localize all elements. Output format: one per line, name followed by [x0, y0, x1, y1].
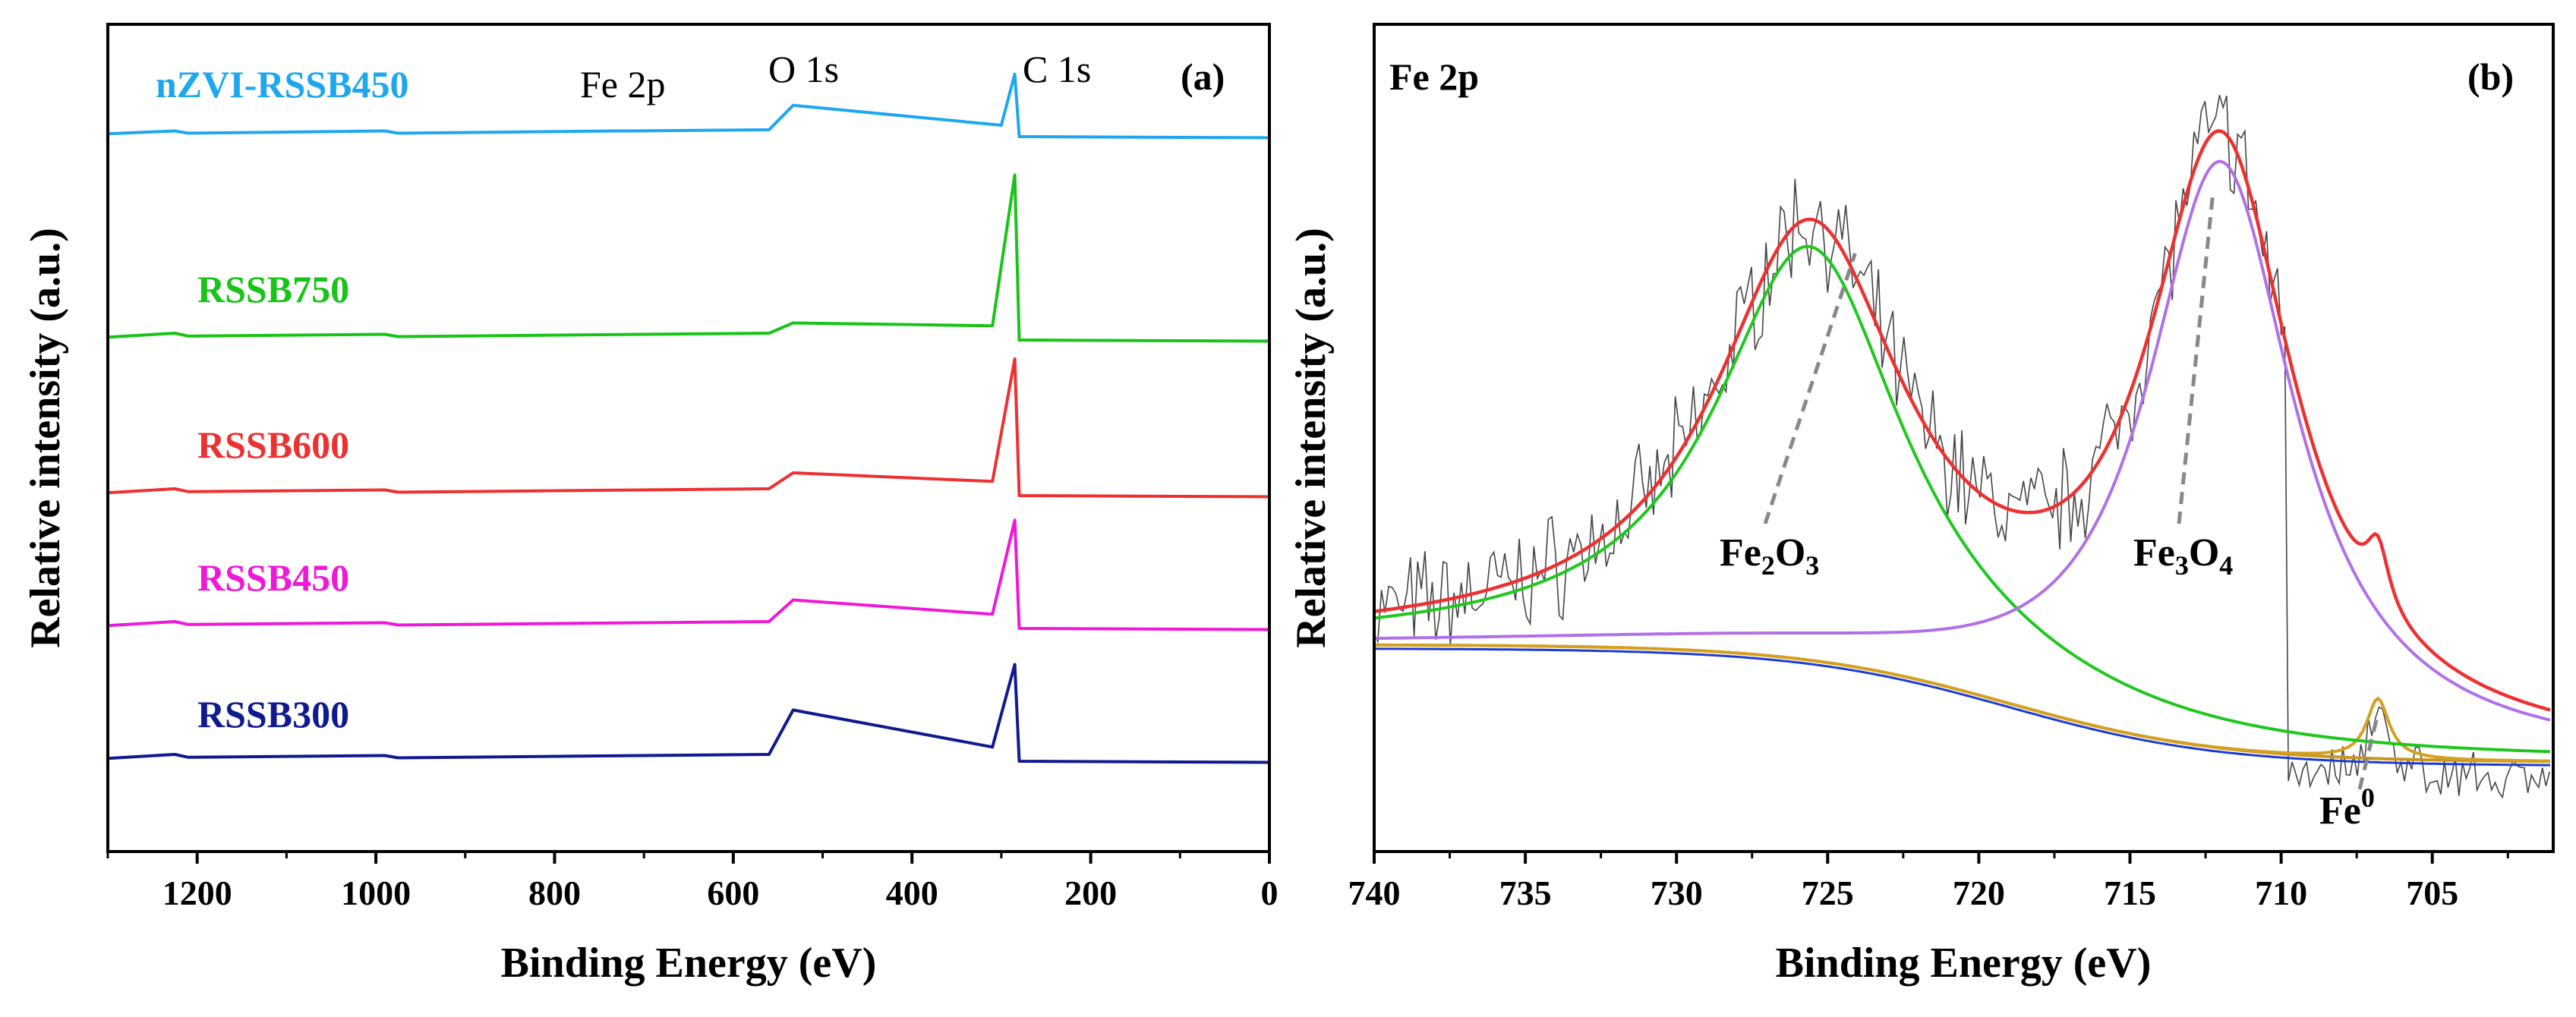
annotation-fe0: Fe0: [2319, 782, 2375, 833]
panel-b-curves: [1373, 95, 2551, 799]
peak-fe0-line: [1374, 643, 2551, 763]
panel-b-frame: [1373, 23, 2555, 853]
series-label-rssb600: RSSB600: [197, 423, 349, 466]
panel-a-label: (a): [1181, 55, 1225, 98]
annotation-fe2o3: Fe2O3: [1720, 531, 1819, 581]
panel-b-tick-label: 725: [1802, 874, 1854, 912]
panel-b-x-ticks: 740 735 730 725 720 715 710 705: [1348, 852, 2509, 912]
panel-a-y-axis-title: Relative intensity (a.u.): [22, 228, 69, 648]
raw-spectrum-line: [1373, 95, 2550, 799]
peak-fe2o3-line: [1373, 244, 2551, 754]
panel-a-tick-label: 400: [886, 874, 938, 912]
series-label-rssb750: RSSB750: [197, 268, 349, 310]
annotation-fe3o4: Fe3O4: [2133, 531, 2233, 581]
panel-b-tick-label: 705: [2406, 874, 2458, 912]
series-line-rssb750: [107, 173, 1270, 343]
panel-a-tick-label: 1000: [341, 874, 411, 912]
panel-a-tick-label: 600: [707, 874, 759, 912]
panel-a-x-ticks: 1200 1000 800 600 400 200 0: [106, 852, 1279, 912]
panel-b-tick-label: 720: [1953, 874, 2005, 912]
series-line-rssb600: [107, 357, 1270, 499]
leader-fe0: [2357, 713, 2380, 790]
series-label-nzvi-rssb450: nZVI-RSSB450: [156, 63, 408, 105]
panel-a-frame: [106, 23, 1271, 853]
panel-b-label: (b): [2467, 55, 2514, 98]
annotation-fe-2p: Fe 2p: [580, 63, 666, 105]
annotation-o-1s: O 1s: [768, 48, 839, 90]
panel-a: 1200 1000 800 600 400 200 0 (a) nZVI-RSSB450 R…: [22, 23, 1279, 987]
series-line-rssb450: [107, 518, 1270, 631]
peak-fe3o4-line: [1374, 159, 2551, 722]
panel-b-title: Fe 2p: [1389, 55, 1479, 98]
annotation-c-1s: C 1s: [1023, 48, 1091, 90]
panel-a-x-axis-title: Binding Energy (eV): [501, 940, 877, 987]
series-label-rssb450: RSSB450: [197, 556, 349, 599]
panel-b-tick-label: 715: [2104, 874, 2156, 912]
baseline-line: [1374, 647, 2550, 767]
panel-a-tick-label: 200: [1064, 874, 1117, 912]
panel-b: 740 735 730 725 720 715 710 705 (b) Fe 2p Fe2O3…: [1288, 23, 2555, 987]
leader-fe3o4: [2177, 191, 2215, 524]
series-line-nzvi-rssb450: [107, 72, 1270, 140]
panel-b-tick-label: 735: [1499, 874, 1552, 912]
envelope-line: [1373, 129, 2551, 712]
leader-fe2o3: [1763, 253, 1857, 524]
panel-b-tick-label: 730: [1651, 874, 1703, 912]
panel-b-tick-label: 740: [1348, 874, 1401, 912]
panel-b-x-axis-title: Binding Energy (eV): [1776, 940, 2152, 987]
series-line-rssb300: [107, 663, 1270, 764]
panel-a-tick-label: 800: [528, 874, 581, 912]
panel-a-tick-label: 0: [1261, 874, 1279, 912]
panel-a-tick-label: 1200: [162, 874, 232, 912]
series-label-rssb300: RSSB300: [197, 693, 349, 735]
panel-a-series: [107, 72, 1270, 764]
panel-b-tick-label: 710: [2255, 874, 2307, 912]
panel-b-y-axis-title: Relative intensity (a.u.): [1288, 228, 1335, 648]
